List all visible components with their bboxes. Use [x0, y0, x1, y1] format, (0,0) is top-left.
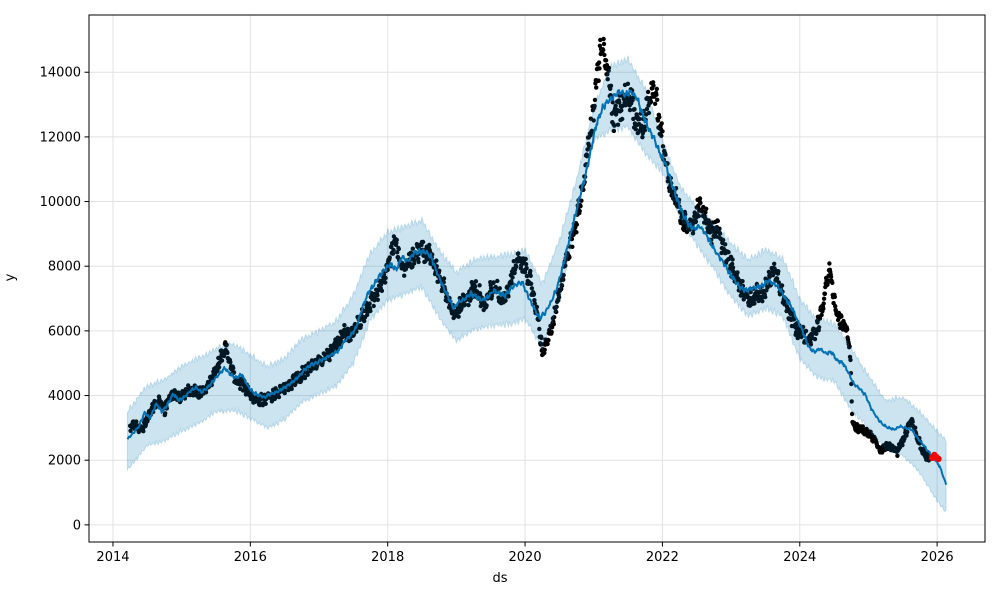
- x-tick-label: 2024: [783, 550, 816, 565]
- y-axis-label: y: [3, 273, 18, 282]
- highlighted-scatter: [929, 451, 942, 463]
- x-axis-label: ds: [492, 571, 508, 586]
- forecast-line: [126, 89, 948, 485]
- y-tick-label: 6000: [48, 324, 81, 339]
- x-tick-label: 2014: [96, 550, 129, 565]
- y-tick-label: 4000: [48, 389, 81, 404]
- y-tick-label: 8000: [48, 260, 81, 275]
- y-tick-label: 2000: [48, 454, 81, 469]
- y-tick-label: 10000: [40, 195, 81, 210]
- y-tick-label: 12000: [40, 130, 81, 145]
- x-tick-label: 2022: [646, 550, 679, 565]
- x-tick-label: 2020: [509, 550, 542, 565]
- x-tick-label: 2018: [371, 550, 404, 565]
- plot-border: [88, 14, 986, 543]
- y-tick-label: 0: [73, 518, 81, 533]
- y-tick-label: 14000: [40, 66, 81, 81]
- x-tick-label: 2026: [921, 550, 954, 565]
- x-tick-label: 2016: [234, 550, 267, 565]
- uncertainty-band: [126, 55, 947, 513]
